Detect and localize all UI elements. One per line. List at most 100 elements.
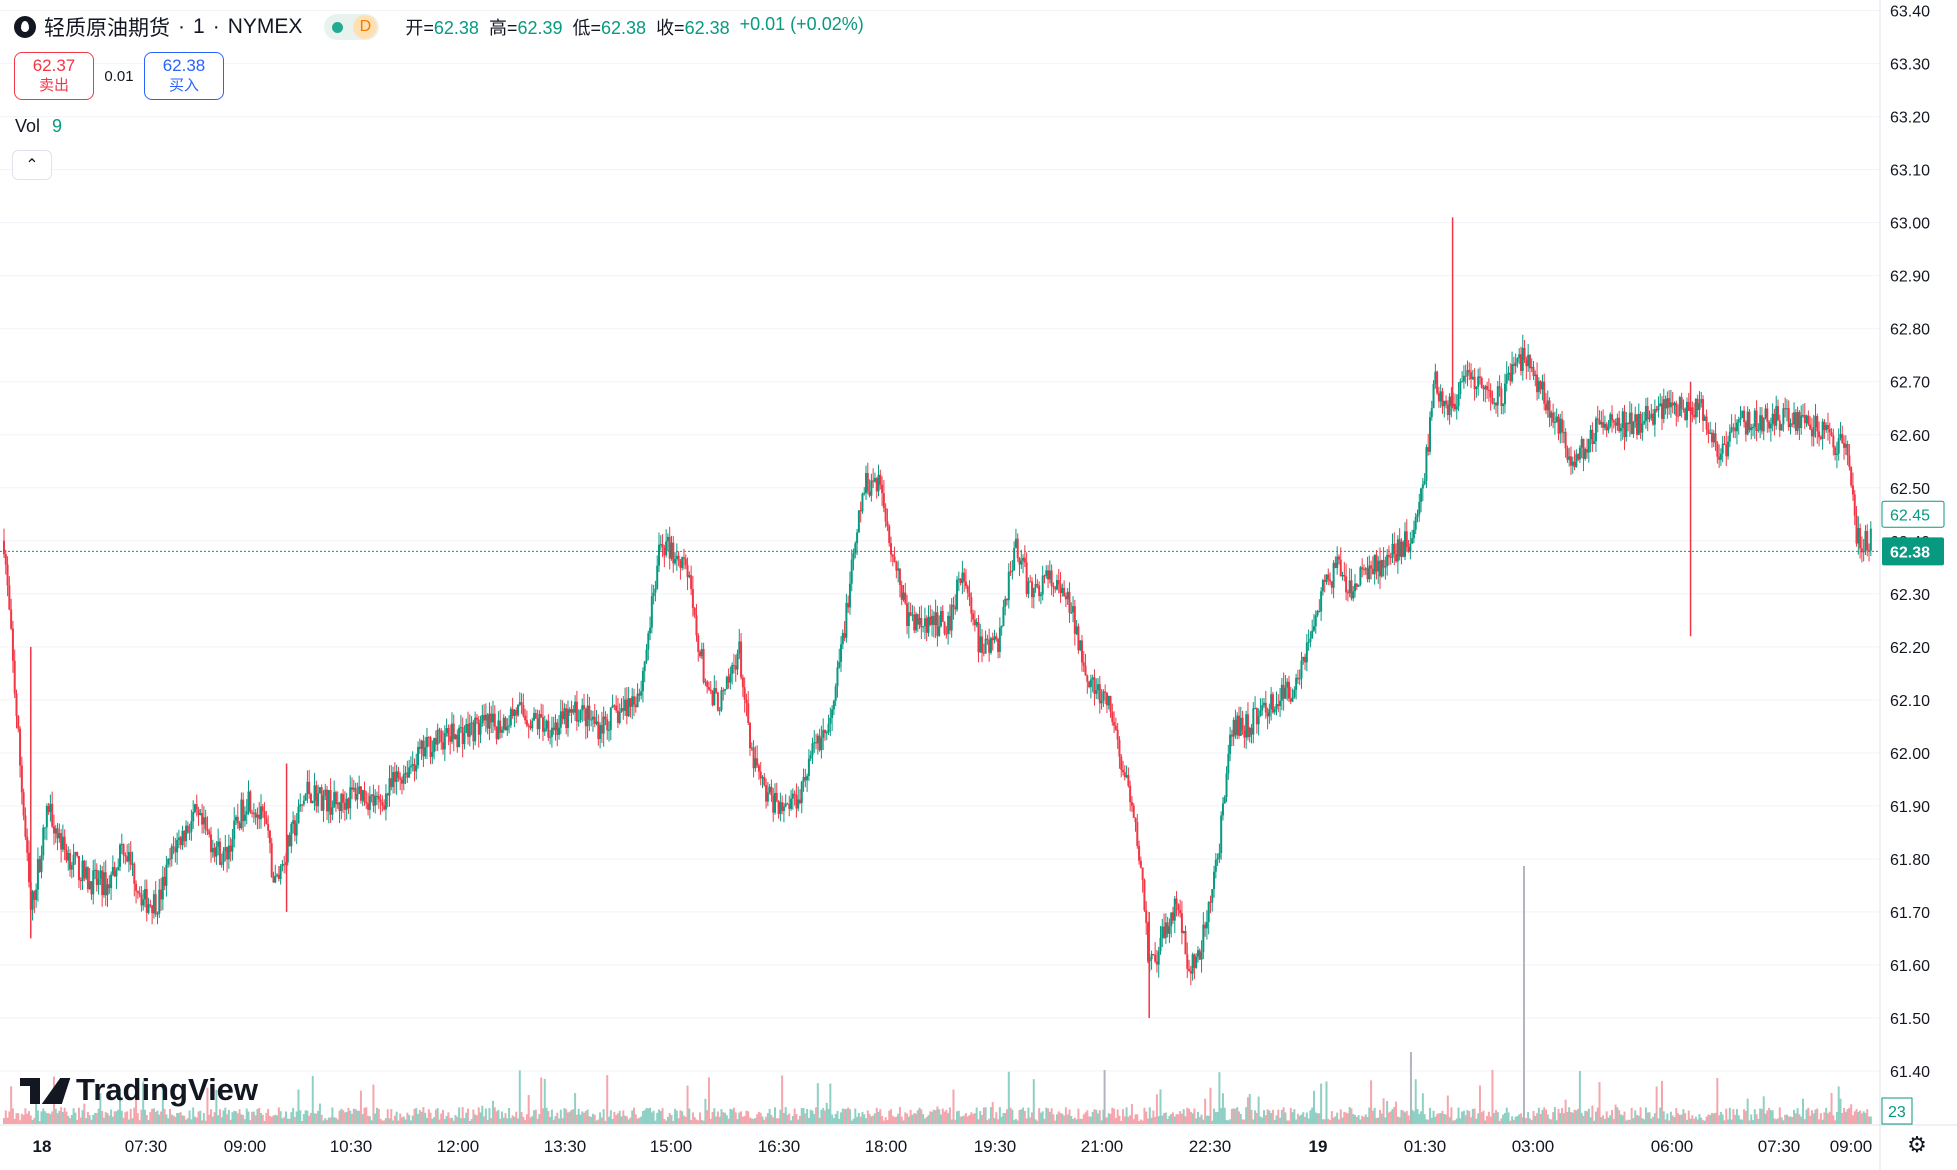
candle-body <box>1718 456 1721 460</box>
volume-bar <box>1129 1115 1132 1124</box>
market-status-pill[interactable]: D <box>324 14 380 40</box>
volume-bar <box>411 1115 414 1124</box>
candle <box>1762 417 1765 441</box>
candle-body <box>681 557 684 568</box>
volume-bar <box>1559 1112 1562 1124</box>
buy-button[interactable]: 62.38 买入 <box>144 52 224 100</box>
candle-body <box>397 771 400 778</box>
candle <box>927 605 930 637</box>
candle <box>682 548 685 570</box>
candle-body <box>1064 596 1067 600</box>
candle <box>143 879 146 908</box>
interval-label[interactable]: 1 <box>193 15 205 38</box>
candle-body <box>1205 921 1208 929</box>
candle-body <box>991 638 994 641</box>
volume-bar <box>520 1112 523 1124</box>
candle-body <box>1398 539 1401 557</box>
volume-bar <box>226 1114 229 1124</box>
candle <box>1752 423 1755 437</box>
candle-body <box>160 889 163 900</box>
sell-button[interactable]: 62.37 卖出 <box>14 52 94 100</box>
candle-body <box>652 592 655 597</box>
volume-bar <box>51 1111 54 1124</box>
candle-body <box>1032 587 1035 598</box>
volume-bar <box>863 1114 866 1124</box>
candle-body <box>1628 412 1631 425</box>
candle-body <box>358 786 361 795</box>
volume-bar <box>1684 1113 1687 1124</box>
volume-bar <box>856 1116 859 1124</box>
candle-body <box>1184 930 1187 955</box>
volume-bar <box>1803 1119 1806 1124</box>
volume-bar <box>1405 1110 1408 1124</box>
candle-body <box>1798 412 1801 429</box>
volume-bar <box>879 1109 882 1124</box>
candle <box>293 815 296 842</box>
volume-bar <box>1544 1109 1547 1124</box>
volume-bar <box>138 1120 141 1124</box>
volume-bar <box>388 1118 391 1124</box>
candle-body <box>898 568 901 586</box>
volume-bar <box>750 1118 753 1124</box>
candle <box>431 740 434 764</box>
volume-axis-label: 23 <box>1888 1104 1906 1121</box>
tradingview-logo[interactable]: TradingView <box>20 1072 258 1108</box>
volume-bar <box>293 1117 296 1124</box>
candle <box>70 861 73 879</box>
candle-body <box>1495 402 1498 406</box>
candle <box>418 738 421 754</box>
candle <box>1352 586 1355 602</box>
candle-body <box>186 825 189 833</box>
candle-body <box>873 478 876 482</box>
candle-body <box>1814 415 1817 428</box>
volume-bar <box>402 1116 405 1124</box>
candle <box>247 780 250 815</box>
volume-bar <box>527 1095 530 1124</box>
collapse-legend-button[interactable]: ⌃ <box>12 150 52 180</box>
candle <box>1532 360 1535 381</box>
candle-body <box>609 707 612 730</box>
candle-body <box>1493 402 1496 404</box>
volume-bar <box>1851 1115 1854 1124</box>
candle-body <box>281 864 284 867</box>
volume-bar <box>1712 1113 1715 1124</box>
candle <box>1496 380 1499 417</box>
candle <box>1312 614 1315 632</box>
candle-body <box>88 881 91 889</box>
candle <box>608 721 611 742</box>
volume-bar <box>895 1116 898 1124</box>
volume-bar <box>252 1111 255 1124</box>
volume-bar <box>1120 1120 1123 1124</box>
candle-body <box>982 652 985 654</box>
candle <box>1412 520 1415 544</box>
volume-legend[interactable]: Vol 9 <box>15 116 62 137</box>
volume-bar <box>1553 1107 1556 1124</box>
volume-bar <box>1025 1118 1028 1124</box>
volume-bar <box>1723 1120 1726 1124</box>
candle <box>1434 363 1437 389</box>
candle <box>891 553 894 567</box>
volume-bar <box>70 1114 73 1124</box>
candle-body <box>208 831 211 835</box>
volume-bar <box>663 1118 666 1124</box>
candle-body <box>1868 549 1871 551</box>
candle <box>258 801 261 829</box>
candle <box>1619 423 1622 442</box>
candle <box>238 821 241 831</box>
volume-bar <box>1132 1119 1135 1124</box>
candle <box>381 795 384 812</box>
candle <box>1848 443 1851 471</box>
gear-icon[interactable]: ⚙ <box>1907 1132 1927 1157</box>
symbol-name[interactable]: 轻质原油期货 <box>44 17 170 40</box>
candle-body <box>1603 423 1606 428</box>
candle <box>129 841 132 871</box>
candle <box>1707 422 1710 444</box>
candle-body <box>249 791 252 813</box>
candle-body <box>641 671 644 692</box>
candle <box>1350 568 1353 601</box>
candle <box>877 464 880 497</box>
candle-body <box>142 899 145 906</box>
candle <box>1655 405 1658 413</box>
